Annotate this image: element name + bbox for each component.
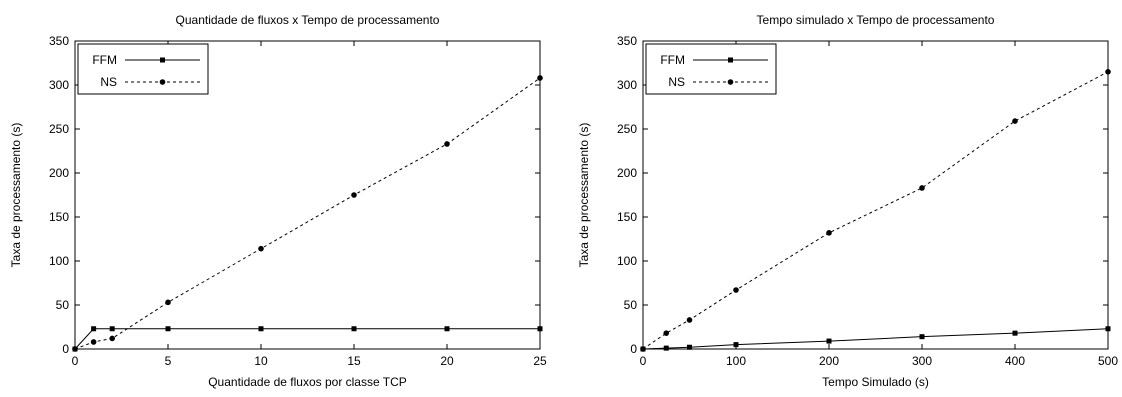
y-tick-label: 100 <box>49 254 69 268</box>
data-point-circle <box>686 317 693 323</box>
x-tick-label: 10 <box>254 354 268 368</box>
chart-title: Quantidade de fluxos x Tempo de processa… <box>176 13 440 27</box>
data-point-circle <box>919 185 925 191</box>
chart-panel-1: Quantidade de fluxos x Tempo de processa… <box>9 13 547 389</box>
y-tick-label: 50 <box>56 298 70 312</box>
y-tick-label: 350 <box>49 34 69 48</box>
data-point-circle <box>90 339 97 345</box>
data-point-square <box>687 344 692 350</box>
y-tick-label: 350 <box>617 34 637 48</box>
y-tick-label: 100 <box>617 254 637 268</box>
data-point-circle <box>72 346 78 352</box>
data-point-square <box>537 326 543 332</box>
legend-label-ffm: FFM <box>660 53 685 67</box>
data-point-circle <box>258 245 264 252</box>
legend-label-ffm: FFM <box>92 53 117 67</box>
legend-box <box>645 43 777 95</box>
legend: FFM NS <box>77 43 209 95</box>
data-point-circle <box>537 75 543 81</box>
data-point-square <box>919 334 925 340</box>
data-point-circle <box>640 346 646 352</box>
series-ns <box>640 69 1111 352</box>
data-point-square <box>165 326 171 332</box>
x-tick-label: 0 <box>640 354 647 368</box>
data-point-square <box>351 326 357 332</box>
data-point-circle <box>109 335 115 342</box>
x-tick-label: 300 <box>912 354 932 368</box>
series-line <box>74 77 541 350</box>
x-tick-label: 500 <box>1098 354 1118 368</box>
y-tick-label: 200 <box>617 166 637 180</box>
series-ffm <box>72 326 543 352</box>
data-point-circle <box>1012 118 1018 124</box>
legend-marker-circle <box>159 79 166 85</box>
legend-label-ns: NS <box>100 75 117 89</box>
plot-frame <box>642 40 1109 350</box>
x-tick-label: 0 <box>72 354 79 368</box>
data-point-square <box>733 342 739 348</box>
data-point-square <box>1105 326 1111 332</box>
series-ffm <box>640 326 1111 352</box>
data-point-circle <box>351 192 357 198</box>
data-point-square <box>109 326 115 332</box>
plot-frame <box>74 40 541 350</box>
data-point-circle <box>1105 69 1111 75</box>
data-point-square <box>258 326 264 332</box>
series-ns <box>72 75 543 352</box>
data-point-square <box>663 345 669 351</box>
series-line <box>642 328 1109 350</box>
y-axis-label: Taxa de processamento (s) <box>577 123 591 268</box>
x-tick-label: 15 <box>347 354 361 368</box>
y-tick-label: 200 <box>49 166 69 180</box>
y-tick-label: 0 <box>630 342 637 356</box>
chart-title: Tempo simulado x Tempo de processamento <box>757 13 995 27</box>
y-tick-label: 150 <box>617 210 637 224</box>
legend-label-ns: NS <box>668 75 685 89</box>
chart-panel-2: Tempo simulado x Tempo de processamento 0… <box>577 13 1118 389</box>
data-point-circle <box>165 299 171 306</box>
y-tick-label: 250 <box>49 122 69 136</box>
x-tick-label: 100 <box>726 354 746 368</box>
legend-marker-square <box>160 57 165 63</box>
y-tick-label: 300 <box>49 78 69 92</box>
series-line <box>642 71 1109 350</box>
legend: FFM NS <box>645 43 777 95</box>
data-point-circle <box>733 287 739 293</box>
y-tick-label: 150 <box>49 210 69 224</box>
y-tick-label: 300 <box>617 78 637 92</box>
x-axis-label: Quantidade de fluxos por classe TCP <box>208 375 407 389</box>
data-point-circle <box>826 230 832 236</box>
legend-marker-square <box>728 57 733 63</box>
data-point-square <box>1012 330 1018 336</box>
series-line <box>74 328 540 350</box>
legend-marker-circle <box>727 79 734 85</box>
x-tick-label: 25 <box>533 354 547 368</box>
data-point-square <box>444 326 450 332</box>
y-tick-label: 250 <box>617 122 637 136</box>
x-axis-label: Tempo Simulado (s) <box>822 375 929 389</box>
x-tick-label: 200 <box>819 354 839 368</box>
y-axis-label: Taxa de processamento (s) <box>9 123 23 268</box>
x-tick-label: 5 <box>165 354 172 368</box>
data-point-square <box>91 326 97 332</box>
x-tick-label: 400 <box>1005 354 1025 368</box>
x-tick-label: 20 <box>440 354 454 368</box>
data-point-square <box>826 338 832 344</box>
data-point-circle <box>663 330 670 336</box>
y-tick-label: 0 <box>62 342 69 356</box>
y-tick-label: 50 <box>624 298 638 312</box>
legend-box <box>77 43 209 95</box>
data-point-circle <box>444 141 450 147</box>
